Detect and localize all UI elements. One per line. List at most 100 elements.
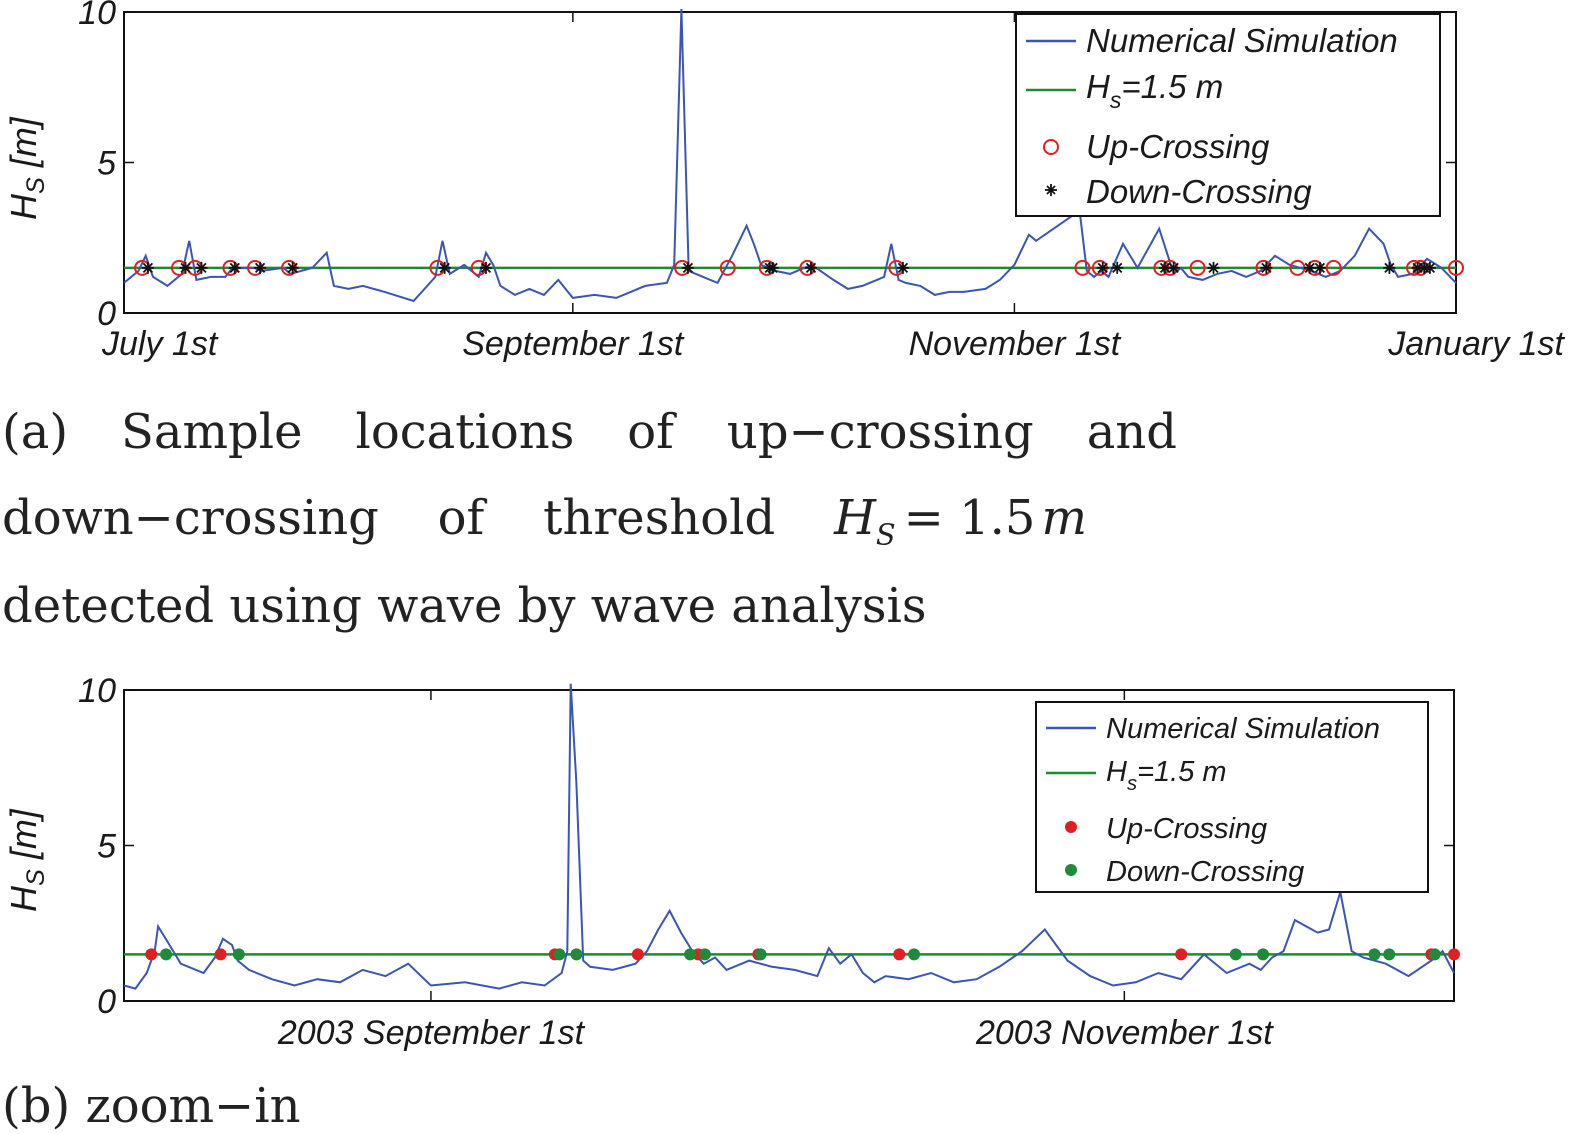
y-tick-label: 5 [97, 145, 116, 183]
caption-a-math: HS = 1.5 m [834, 490, 1087, 552]
down-crossing-point [479, 261, 492, 274]
panel-b-y-tick-labels: 0 5 10 [78, 672, 116, 1021]
caption-a-word: Sample [121, 404, 303, 460]
down-crossing-point [1383, 948, 1396, 961]
down-crossing-point [1167, 261, 1180, 274]
down-crossing-point [254, 261, 267, 274]
legend-b-up-label: Up-Crossing [1106, 813, 1267, 845]
up-crossing-point [1175, 948, 1188, 961]
panel-b-down-crossing-markers [160, 948, 1441, 961]
down-crossing-point [1096, 261, 1109, 274]
down-crossing-point [1383, 261, 1396, 274]
down-crossing-point [804, 261, 817, 274]
caption-a-line-1: (a) Sample locations of up−crossing and [2, 404, 1177, 460]
up-crossing-point [893, 948, 906, 961]
down-crossing-point [754, 948, 767, 961]
down-crossing-point [698, 948, 711, 961]
panel-b-data-area [123, 683, 1460, 990]
panel-b-legend: Numerical Simulation Hs=1.5 m Up-Crossin… [1035, 701, 1429, 893]
caption-a-line-2: down−crossing of threshold HS = 1.5 m [2, 490, 1087, 552]
x-tick-label: January 1st [1387, 325, 1565, 363]
legend-a-up-marker [1043, 139, 1059, 155]
down-crossing-point [286, 261, 299, 274]
caption-a-line-3: detected using wave by wave analysis [2, 578, 927, 634]
up-crossing-point [719, 259, 736, 276]
down-crossing-point [1207, 261, 1220, 274]
up-crossing-point [145, 948, 158, 961]
y-tick-label: 5 [97, 828, 116, 866]
legend-b-down-marker [1065, 864, 1077, 876]
legend-a-sim-label: Numerical Simulation [1086, 22, 1398, 59]
down-crossing-point [896, 261, 909, 274]
x-tick-label: 2003 September 1st [277, 1014, 586, 1052]
y-tick-label: 10 [78, 0, 116, 32]
up-crossing-point [214, 948, 227, 961]
legend-a-threshold-label: Hs=1.5 m [1086, 68, 1223, 113]
caption-a-word: threshold [543, 490, 776, 546]
y-tick-label: 0 [97, 295, 116, 333]
up-crossing-point [1448, 259, 1464, 276]
y-tick-label: 10 [78, 672, 116, 710]
down-crossing-point [438, 261, 451, 274]
down-crossing-point [160, 948, 173, 961]
up-crossing-point [1074, 259, 1091, 276]
caption-a-word: and [1086, 404, 1177, 460]
x-tick-label: 2003 November 1st [975, 1014, 1274, 1052]
up-crossing-point [631, 948, 644, 961]
down-crossing-point [228, 261, 241, 274]
caption-a-word: (a) [2, 404, 69, 460]
down-crossing-point [1260, 261, 1273, 274]
down-crossing-point [141, 261, 154, 274]
up-crossing-point [1325, 259, 1342, 276]
caption-a-word: of [627, 404, 674, 460]
down-crossing-point [684, 948, 697, 961]
up-crossing-point [1448, 948, 1460, 961]
panel-b-y-axis-label: HS [m] [3, 808, 50, 912]
legend-a-down-label: Down-Crossing [1086, 173, 1312, 210]
down-crossing-point [1111, 261, 1124, 274]
legend-b-down-label: Down-Crossing [1106, 856, 1304, 888]
x-tick-label: November 1st [909, 325, 1122, 363]
down-crossing-point [195, 261, 208, 274]
up-crossing-point [1189, 259, 1206, 276]
down-crossing-point [1303, 261, 1316, 274]
caption-a-word: up−crossing [726, 404, 1034, 460]
down-crossing-point [908, 948, 921, 961]
panel-a-y-tick-labels: 0 5 10 [78, 0, 116, 333]
panel-b-legend-box [1035, 701, 1429, 893]
down-crossing-point [570, 948, 583, 961]
y-tick-label: 0 [97, 983, 116, 1021]
down-crossing-point [553, 948, 566, 961]
panel-b-ticks [124, 689, 1454, 1002]
panel-a-down-crossing-markers [141, 261, 1436, 274]
down-crossing-point [1423, 261, 1436, 274]
down-crossing-point [681, 261, 694, 274]
x-tick-label: September 1st [462, 325, 685, 363]
down-crossing-point [766, 261, 779, 274]
panel-b-x-tick-labels: 2003 September 1st 2003 November 1st [277, 1014, 1274, 1052]
panel-a-chart: 0 5 10 July 1st September 1st November 1st Ja… [3, 0, 1566, 363]
down-crossing-point [1428, 948, 1441, 961]
legend-b-up-marker [1065, 821, 1077, 833]
down-crossing-point [1368, 948, 1381, 961]
panel-b-simulation-line [123, 683, 1455, 990]
down-crossing-point [232, 948, 245, 961]
panel-a-legend: Numerical Simulation Hs=1.5 m Up-Crossin… [1015, 13, 1441, 217]
panel-a-y-axis-label: HS [m] [3, 116, 50, 220]
legend-a-down-marker [1045, 184, 1057, 196]
down-crossing-point [1313, 261, 1326, 274]
panel-b-chart: 0 5 10 2003 September 1st 2003 November 1st… [3, 672, 1460, 1052]
down-crossing-point [1229, 948, 1242, 961]
panel-a-data-area [123, 8, 1464, 303]
down-crossing-point [179, 261, 192, 274]
legend-a-up-label: Up-Crossing [1086, 128, 1270, 165]
x-tick-label: July 1st [101, 325, 219, 363]
caption-a-word: of [437, 490, 485, 546]
panel-a-x-tick-labels: July 1st September 1st November 1st January… [101, 325, 1566, 363]
legend-b-sim-label: Numerical Simulation [1106, 713, 1380, 745]
panel-a-legend-box [1015, 13, 1441, 217]
caption-b: (b) zoom−in [2, 1078, 301, 1134]
caption-a-word: down−crossing [2, 490, 379, 546]
panel-a-ticks [123, 11, 1457, 314]
